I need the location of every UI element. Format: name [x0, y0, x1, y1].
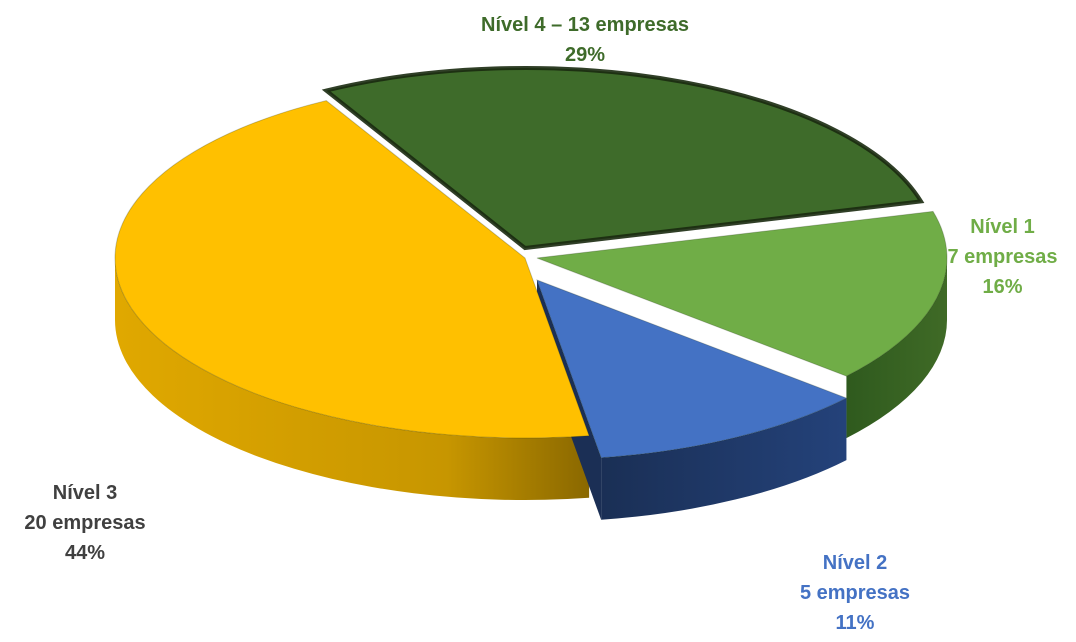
label-nivel-2-percent: 11% — [835, 612, 875, 634]
slice-side-n-vel-2 — [601, 398, 847, 520]
label-nivel-3-percent: 44% — [64, 542, 106, 564]
label-nivel-4-percent: 29% — [564, 44, 606, 66]
slice-n-vel-2 — [536, 279, 848, 459]
slice-n-vel-3 — [114, 100, 590, 439]
label-nivel-1: Nível 1 7 empresas 16% — [930, 212, 1075, 302]
label-nivel-1-percent: 16% — [982, 276, 1023, 298]
slice-n-vel-4 — [321, 66, 925, 251]
label-nivel-2: Nível 2 5 empresas 11% — [780, 548, 930, 638]
slice-side-n-vel-1 — [846, 258, 947, 439]
label-nivel-1-name: Nível 1 — [970, 216, 1035, 238]
label-nivel-4-text: Nível 4 – 13 empresas — [481, 14, 689, 36]
slice-side-n-vel-3 — [115, 258, 590, 500]
label-nivel-1-count: 7 empresas — [947, 246, 1058, 268]
label-nivel-3-count: 20 empresas — [24, 512, 146, 534]
label-nivel-3: Nível 3 20 empresas 44% — [10, 478, 160, 568]
label-nivel-2-name: Nível 2 — [822, 552, 888, 574]
slice-n-vel-1 — [536, 210, 948, 377]
label-nivel-2-count: 5 empresas — [799, 582, 911, 604]
label-nivel-3-name: Nível 3 — [52, 482, 118, 504]
label-nivel-4: Nível 4 – 13 empresas 29% — [440, 10, 730, 70]
